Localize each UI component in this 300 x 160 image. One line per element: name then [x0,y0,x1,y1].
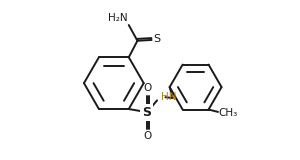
Text: CH₃: CH₃ [219,108,238,118]
Text: O: O [144,132,152,141]
Text: H₂N: H₂N [108,13,128,24]
Text: S: S [153,34,160,44]
Text: HN: HN [161,92,176,102]
Text: S: S [142,106,152,119]
Text: O: O [144,83,152,93]
